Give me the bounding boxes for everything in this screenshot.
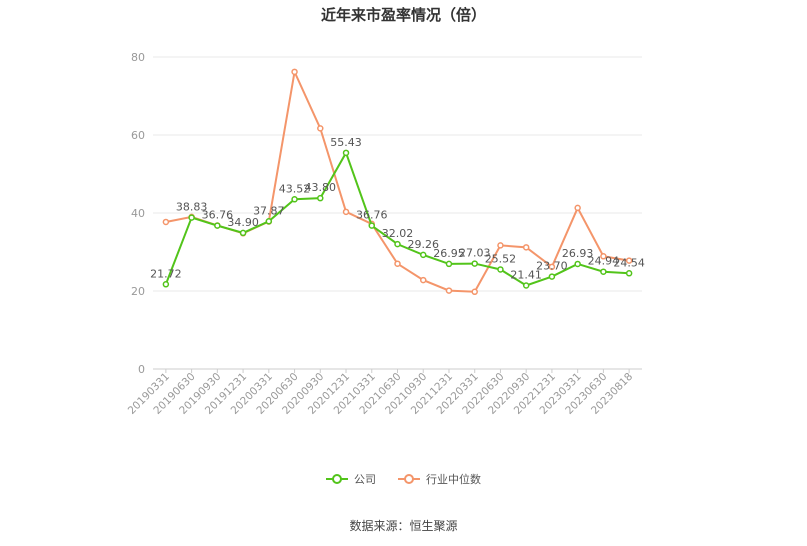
data-point bbox=[162, 281, 170, 288]
data-point bbox=[419, 251, 427, 259]
data-point bbox=[394, 240, 401, 248]
legend-swatch-company bbox=[326, 474, 348, 484]
y-tick-label: 40 bbox=[131, 207, 145, 220]
data-label: 21.72 bbox=[150, 267, 182, 280]
data-label: 37.87 bbox=[253, 204, 285, 217]
data-label: 21.41 bbox=[510, 269, 542, 282]
data-label: 26.95 bbox=[433, 247, 465, 260]
data-point bbox=[317, 125, 324, 132]
y-tick-label: 60 bbox=[131, 129, 145, 142]
data-label: 25.52 bbox=[485, 252, 517, 265]
data-point bbox=[419, 276, 427, 284]
data-point bbox=[342, 208, 350, 216]
data-point bbox=[342, 149, 350, 157]
data-label: 36.76 bbox=[202, 209, 234, 222]
data-point bbox=[522, 282, 530, 289]
data-label: 43.52 bbox=[279, 182, 311, 195]
legend-item-company[interactable]: 公司 bbox=[326, 471, 376, 487]
data-label: 32.02 bbox=[382, 227, 414, 240]
data-source: 数据来源：恒生聚源 bbox=[349, 519, 458, 533]
data-point bbox=[162, 218, 170, 226]
data-point bbox=[600, 253, 607, 260]
chart-title: 近年来市盈率情况（倍） bbox=[320, 6, 486, 24]
data-point bbox=[265, 218, 273, 225]
y-tick-label: 20 bbox=[131, 285, 145, 298]
data-point bbox=[522, 244, 530, 251]
data-point bbox=[574, 204, 581, 212]
data-point bbox=[497, 242, 504, 249]
data-point bbox=[625, 257, 633, 264]
data-point bbox=[188, 214, 195, 221]
data-point bbox=[317, 194, 324, 202]
data-point bbox=[445, 287, 453, 294]
data-label: 27.03 bbox=[459, 247, 491, 260]
data-point bbox=[291, 68, 298, 76]
data-point bbox=[625, 270, 633, 277]
data-point bbox=[368, 222, 376, 229]
legend-item-industry-median[interactable]: 行业中位数 bbox=[398, 471, 481, 487]
data-label: 24.54 bbox=[613, 256, 645, 269]
data-label: 38.83 bbox=[176, 201, 208, 214]
data-point bbox=[394, 260, 401, 267]
data-label: 36.76 bbox=[356, 209, 388, 222]
data-point bbox=[497, 266, 504, 273]
legend-label-company: 公司 bbox=[354, 473, 376, 486]
y-tick-label: 0 bbox=[138, 363, 145, 376]
data-label: 34.90 bbox=[227, 216, 259, 229]
data-point bbox=[471, 260, 478, 267]
data-label: 24.94 bbox=[588, 255, 620, 268]
legend-swatch-industry-median bbox=[398, 474, 420, 484]
data-label: 26.93 bbox=[562, 247, 594, 260]
y-tick-label: 80 bbox=[131, 51, 145, 64]
data-point bbox=[445, 260, 453, 268]
data-point bbox=[574, 260, 581, 268]
data-point bbox=[548, 273, 556, 280]
data-point bbox=[239, 229, 247, 237]
data-point bbox=[600, 268, 607, 275]
data-label: 55.43 bbox=[330, 136, 362, 149]
data-point bbox=[291, 196, 298, 203]
data-label: 23.70 bbox=[536, 260, 568, 273]
data-point bbox=[214, 222, 221, 229]
data-point bbox=[471, 288, 478, 296]
data-label: 29.26 bbox=[407, 238, 439, 251]
legend: 公司 行业中位数 bbox=[0, 471, 807, 487]
data-point bbox=[548, 263, 556, 271]
legend-label-industry-median: 行业中位数 bbox=[426, 473, 481, 486]
data-label: 43.80 bbox=[305, 181, 337, 194]
